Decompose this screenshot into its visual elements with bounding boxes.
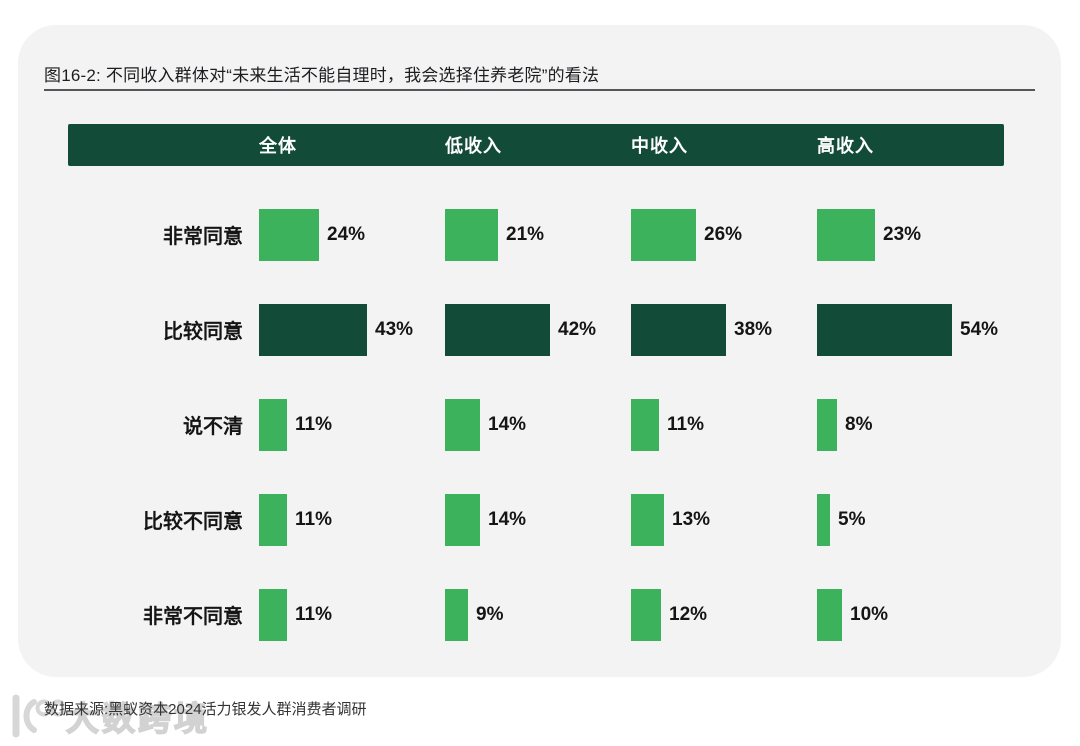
- watermark: 大数跨境: [4, 692, 210, 740]
- bar-cell: 13%: [631, 493, 817, 546]
- bar: [259, 588, 287, 641]
- chart-row: 比较不同意 11% 14% 13% 5%: [68, 472, 1004, 567]
- bar-value: 26%: [704, 223, 743, 245]
- bar-value: 9%: [476, 603, 504, 625]
- bar: [817, 588, 842, 641]
- bar: [817, 303, 952, 356]
- bar-value: 38%: [734, 318, 773, 340]
- column-header-2: 低收入: [445, 136, 502, 156]
- bar-value: 13%: [672, 508, 711, 530]
- chart-row: 说不清 11% 14% 11% 8%: [68, 377, 1004, 472]
- bar-value: 42%: [558, 318, 597, 340]
- bar: [445, 208, 498, 261]
- row-label: 比较同意: [163, 321, 243, 343]
- bar-value: 14%: [488, 413, 527, 435]
- bar-value: 11%: [295, 508, 332, 530]
- row-label: 非常不同意: [143, 606, 243, 628]
- bar-cell: 43%: [259, 303, 445, 356]
- bar-cell: 12%: [631, 588, 817, 641]
- bar-value: 24%: [327, 223, 366, 245]
- bar-value: 43%: [375, 318, 414, 340]
- bar: [817, 398, 837, 451]
- chart-card: 图16-2: 不同收入群体对“未来生活不能自理时，我会选择住养老院”的看法 全体…: [18, 25, 1061, 677]
- row-label: 说不清: [183, 416, 243, 438]
- watermark-logo-icon: [12, 694, 64, 738]
- bar-cell: 8%: [817, 398, 1003, 451]
- bar: [817, 493, 830, 546]
- figure-title: 图16-2: 不同收入群体对“未来生活不能自理时，我会选择住养老院”的看法: [44, 66, 600, 85]
- bar-cell: 5%: [817, 493, 1003, 546]
- bar-cell: 54%: [817, 303, 1003, 356]
- bar: [631, 588, 661, 641]
- bar: [631, 398, 659, 451]
- bar-cell: 11%: [259, 493, 445, 546]
- bar-cell: 14%: [445, 493, 631, 546]
- bar-cell: 26%: [631, 208, 817, 261]
- watermark-text: 大数跨境: [65, 699, 210, 738]
- row-label: 比较不同意: [143, 511, 243, 533]
- bar-cell: 21%: [445, 208, 631, 261]
- bar: [445, 588, 468, 641]
- row-label: 非常同意: [163, 226, 243, 248]
- bar-cell: 9%: [445, 588, 631, 641]
- chart-rows: 非常同意 24% 21% 26% 23% 比较同意 43% 42% 38% 54% 说不清 11% 14…: [68, 187, 1004, 662]
- bar-value: 54%: [960, 318, 999, 340]
- chart-row: 比较同意 43% 42% 38% 54%: [68, 282, 1004, 377]
- bar: [631, 303, 726, 356]
- column-header-3: 中收入: [631, 136, 688, 156]
- column-header-bar: 全体 低收入 中收入 高收入: [68, 124, 1004, 166]
- column-header-1: 全体: [259, 136, 297, 156]
- bar-value: 21%: [506, 223, 545, 245]
- bar-value: 11%: [295, 413, 332, 435]
- bar: [445, 493, 480, 546]
- bar-cell: 10%: [817, 588, 1003, 641]
- bar-cell: 23%: [817, 208, 1003, 261]
- bar: [817, 208, 875, 261]
- bar-cell: 42%: [445, 303, 631, 356]
- bar-value: 11%: [295, 603, 332, 625]
- title-divider: [44, 89, 1035, 91]
- data-source-note: 数据来源:黑蚁资本2024活力银发人群消费者调研: [44, 701, 367, 718]
- bar-value: 5%: [838, 508, 866, 530]
- column-header-4: 高收入: [817, 136, 874, 156]
- bar: [259, 208, 319, 261]
- bar: [259, 493, 287, 546]
- bar-cell: 11%: [259, 398, 445, 451]
- chart-row: 非常不同意 11% 9% 12% 10%: [68, 567, 1004, 662]
- bar-value: 12%: [669, 603, 708, 625]
- bar-cell: 11%: [259, 588, 445, 641]
- bar-value: 10%: [850, 603, 889, 625]
- bar: [445, 398, 480, 451]
- bar-value: 8%: [845, 413, 873, 435]
- bar-value: 23%: [883, 223, 922, 245]
- bar-cell: 24%: [259, 208, 445, 261]
- bar: [445, 303, 550, 356]
- bar: [259, 303, 367, 356]
- chart-row: 非常同意 24% 21% 26% 23%: [68, 187, 1004, 282]
- bar: [631, 208, 696, 261]
- bar: [631, 493, 664, 546]
- bar-value: 11%: [667, 413, 704, 435]
- bar-cell: 14%: [445, 398, 631, 451]
- bar: [259, 398, 287, 451]
- bar-cell: 38%: [631, 303, 817, 356]
- bar-value: 14%: [488, 508, 527, 530]
- bar-cell: 11%: [631, 398, 817, 451]
